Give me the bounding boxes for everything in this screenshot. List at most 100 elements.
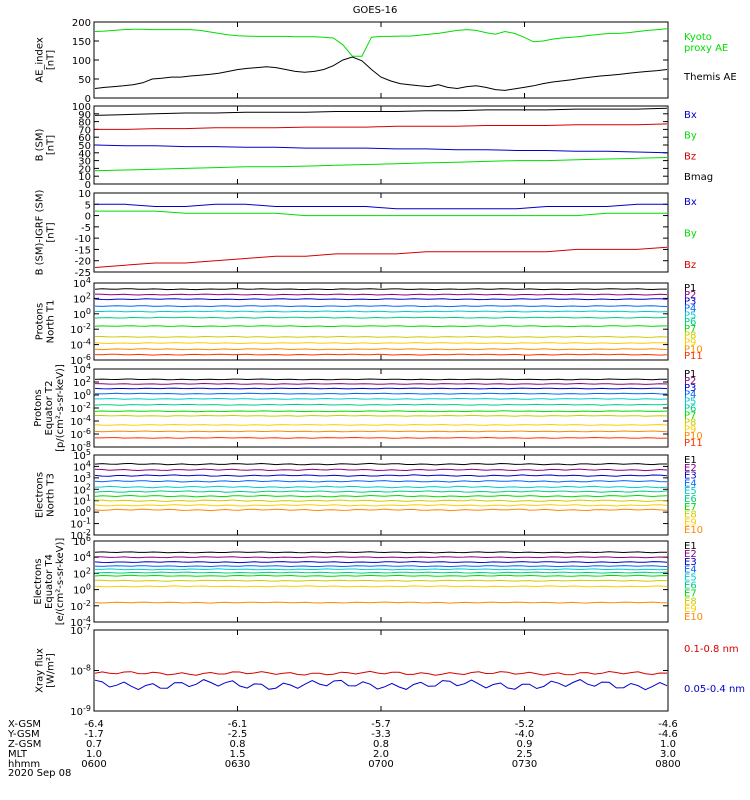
series-line-e7 [94, 574, 668, 577]
x-row-value: 0600 [81, 759, 106, 770]
x-row-value: 1.0 [86, 749, 102, 760]
panel-frame [93, 368, 669, 448]
legend-label: E1 [684, 455, 697, 466]
legend-label: By [684, 131, 697, 142]
y-tick-label: 104 [73, 550, 91, 564]
series-line-p11 [95, 436, 668, 439]
x-row-value: 1.5 [230, 749, 246, 760]
legend-label: P5 [684, 310, 696, 321]
series-line-p4 [94, 305, 668, 308]
legend-label: P11 [684, 351, 703, 362]
legend-label: E10 [684, 525, 703, 536]
x-axis-table: X-GSM -6.4 -6.1 -5.7 -5.2 -4.6 Y-GSM -1.7 -2.5 -3… [7, 719, 681, 770]
series-line-e6 [94, 490, 668, 493]
panel-frame [93, 105, 669, 185]
y-axis-label: B (SM)-IGRF (SM) [35, 190, 46, 276]
series-line-p10 [94, 348, 668, 351]
legend-label: P1 [684, 283, 696, 294]
series-line-e7 [94, 494, 668, 498]
y-tick-label: 10-2 [70, 599, 91, 613]
y-tick-label: 10-9 [70, 704, 91, 718]
panel-frame [93, 192, 669, 273]
series-line-p1 [94, 288, 667, 291]
legend-label: Bx [684, 197, 697, 208]
x-row-label: Z-GSM [8, 739, 41, 750]
legend-label: Kyoto [684, 32, 712, 43]
series-line-p10 [94, 430, 668, 433]
y-axis-label: [e/(cm²-s-sr-keV)] [55, 538, 66, 626]
y-axis-label: North T3 [46, 473, 57, 517]
legend-label: 0.05-0.4 nm [684, 684, 745, 695]
legend-label: P4 [684, 390, 696, 401]
panel-xray: 10-9 10-8 10-7 Xray flux [W/m²] 0.1-0.8 nm 0.0… [35, 623, 746, 718]
series-line-by [94, 157, 668, 172]
series-line-e1 [94, 462, 667, 466]
y-tick-label: -15 [75, 245, 91, 256]
x-row-value: -4.0 [515, 729, 535, 740]
y-axis-label: Protons [33, 389, 44, 426]
y-axis-label: Electrons [35, 472, 46, 518]
y-tick-label: 10-2 [70, 322, 91, 336]
series-line-p9 [94, 342, 668, 345]
y-tick-label: 10-4 [70, 414, 91, 428]
series-line-e10 [94, 601, 668, 604]
x-row-value: -2.5 [228, 729, 248, 740]
y-tick-label: 0 [85, 180, 91, 191]
legend-label: P9 [684, 424, 696, 435]
y-axis-label: Equator T2 [44, 381, 55, 436]
legend-label: P6 [684, 404, 696, 415]
series-line-bmag [94, 107, 668, 116]
series-line-e3 [94, 560, 668, 564]
y-tick-label: 50 [78, 75, 91, 86]
y-axis-label: AE_index [35, 37, 46, 83]
series-line-p2 [94, 293, 668, 296]
legend-label: P10 [684, 344, 703, 355]
series-line-0-05-0-4-nm [94, 679, 668, 691]
y-axis-label: Xray flux [35, 648, 46, 693]
y-tick-label: 104 [73, 276, 91, 290]
legend-label: Bz [684, 260, 696, 271]
series-line-p8 [95, 335, 668, 338]
series-line-bz [94, 246, 668, 268]
legend-label: E9 [684, 517, 697, 528]
legend-label: Bmag [684, 172, 713, 183]
x-row-value: -1.7 [84, 729, 104, 740]
series-line-e8 [95, 499, 668, 502]
y-axis-label: [W/m²] [46, 653, 57, 688]
legend-label: E4 [684, 478, 697, 489]
series-line-bx [94, 144, 668, 154]
y-tick-label: 106 [73, 534, 91, 548]
series-line-p11 [94, 353, 668, 356]
y-tick-label: 100 [73, 307, 91, 321]
legend-label: By [684, 229, 697, 240]
series-line-e4 [94, 480, 668, 483]
legend-label: P10 [684, 431, 703, 442]
y-tick-label: 20 [78, 164, 91, 175]
series-line-e5 [95, 568, 668, 571]
series-line-p5 [95, 397, 668, 400]
y-tick-label: 100 [72, 56, 91, 67]
y-tick-label: 10-8 [70, 664, 91, 678]
x-row-value: 0800 [655, 759, 680, 770]
legend-label: P7 [684, 410, 696, 421]
series-line-e9 [94, 504, 668, 507]
series-line-bx [95, 203, 667, 210]
legend-label: P5 [684, 397, 696, 408]
chart-title: GOES-16 [353, 5, 398, 16]
y-axis-label: Electrons [33, 558, 44, 604]
series-line-themis-ae [94, 56, 668, 91]
y-tick-label: 60 [78, 133, 91, 144]
series-line-p3 [94, 298, 668, 301]
y-tick-label: 5 [85, 200, 91, 211]
legend-label: Themis AE [683, 72, 737, 83]
y-tick-label: 80 [78, 118, 91, 129]
series-line-p7 [94, 410, 668, 413]
y-tick-label: 100 [72, 102, 91, 113]
legend-label: E7 [684, 502, 697, 513]
y-axis-label: Protons [35, 303, 46, 340]
legend-label: proxy AE [684, 43, 728, 54]
series-line-e2 [94, 556, 668, 559]
legend-label: 0.1-0.8 nm [684, 644, 739, 655]
y-tick-label: 0 [85, 212, 91, 223]
